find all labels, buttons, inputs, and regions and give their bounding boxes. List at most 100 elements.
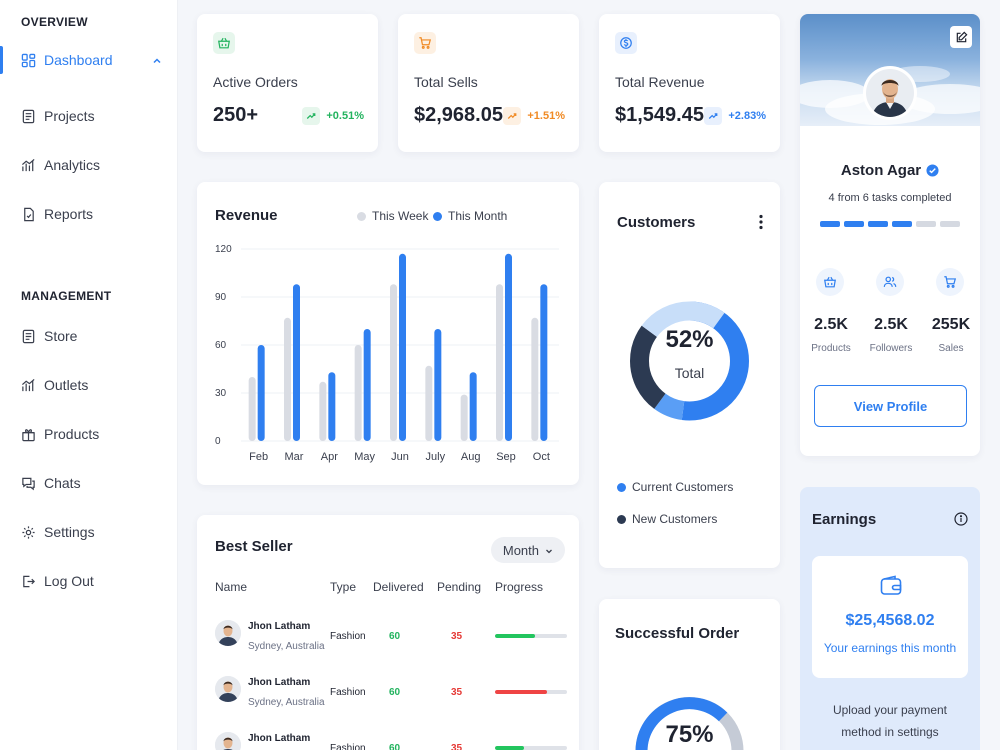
period-select[interactable]: Month	[490, 537, 565, 563]
x-tick-label: Feb	[249, 451, 268, 463]
y-tick-label: 60	[215, 340, 227, 351]
legend-dot	[357, 211, 366, 221]
sidebar-item-label: Chats	[44, 475, 81, 491]
stat-products-value: 2.5K	[814, 316, 848, 333]
bar-this-week[interactable]	[390, 284, 397, 441]
sidebar-item-reports[interactable]: Reports	[20, 201, 163, 227]
bar-this-week[interactable]	[354, 345, 362, 441]
payment-method-note: Upload your payment method in settings	[832, 703, 948, 739]
column-header-type: Type	[330, 580, 357, 594]
earnings-subtitle: Your earnings this month	[823, 641, 957, 655]
customers-title: Customers	[617, 214, 696, 231]
trend-value: +1.51%	[527, 110, 565, 122]
column-header-progress: Progress	[495, 580, 544, 594]
trend-up-icon	[302, 107, 321, 125]
stat-value: $2,968.05	[414, 104, 503, 126]
sidebar-item-logout[interactable]: Log Out	[20, 568, 163, 594]
donut-center-label: Total	[674, 365, 705, 381]
trend-up-icon	[503, 107, 522, 125]
best-seller-title: Best Seller	[215, 538, 293, 555]
avatar	[215, 732, 241, 750]
bar-this-month[interactable]	[540, 284, 548, 441]
bar-this-month[interactable]	[328, 372, 336, 441]
y-tick-label: 30	[215, 388, 227, 399]
bar-this-week[interactable]	[319, 381, 327, 441]
bar-this-week[interactable]	[248, 377, 256, 441]
donut-segment-new[interactable]	[630, 301, 749, 421]
legend-current-customers: Current Customers	[617, 480, 733, 494]
bar-this-week[interactable]	[531, 317, 539, 441]
bar-this-month[interactable]	[505, 253, 512, 441]
bar-this-week[interactable]	[496, 284, 503, 441]
more-options-icon[interactable]	[758, 214, 764, 230]
sidebar-item-settings[interactable]: Settings	[20, 519, 163, 545]
bar-this-month[interactable]	[399, 253, 406, 441]
sidebar: OVERVIEW Dashboard Projects Analytics Re…	[0, 0, 178, 750]
revenue-title: Revenue	[215, 207, 278, 224]
seller-pending: 35	[451, 743, 463, 750]
seller-name: Jhon Latham	[248, 621, 311, 632]
x-tick-label: Sep	[496, 451, 516, 463]
stat-label: Total Revenue	[615, 74, 705, 90]
y-tick-label: 0	[215, 436, 221, 447]
seller-delivered: 60	[389, 631, 401, 642]
legend-label: New Customers	[632, 512, 718, 526]
trend-value: +0.51%	[326, 110, 364, 122]
bar-this-month[interactable]	[257, 345, 265, 441]
bar-this-month[interactable]	[363, 329, 371, 441]
seller-progress-fill	[495, 634, 535, 638]
view-profile-button[interactable]: View Profile	[814, 385, 967, 427]
edit-cover-icon[interactable]	[950, 26, 972, 48]
sidebar-item-chats[interactable]: Chats	[20, 470, 163, 496]
task-segment	[916, 221, 936, 227]
sidebar-item-dashboard[interactable]: Dashboard	[20, 47, 163, 73]
sidebar-item-outlets[interactable]: Outlets	[20, 372, 163, 398]
bar-this-week[interactable]	[460, 394, 468, 441]
successful-order-card: Successful Order 75%	[599, 599, 780, 750]
legend-dot	[617, 514, 626, 524]
seller-location: Sydney, Australia	[248, 697, 325, 708]
bar-this-month[interactable]	[469, 372, 477, 441]
sidebar-item-analytics[interactable]: Analytics	[20, 152, 163, 178]
legend-this-week[interactable]: This Week	[357, 209, 428, 223]
task-segment	[892, 221, 912, 227]
info-icon[interactable]	[954, 512, 968, 526]
x-tick-label: Mar	[285, 451, 304, 463]
verified-badge-icon	[926, 164, 939, 177]
gear-icon	[20, 524, 36, 540]
stat-trend: +2.83%	[704, 107, 766, 125]
donut-segment-light[interactable]	[630, 301, 749, 421]
best-seller-card: Best Seller Month Name Type Delivered Pe…	[197, 515, 579, 750]
earnings-title: Earnings	[812, 511, 877, 528]
successful-order-title: Successful Order	[615, 625, 740, 642]
bar-this-week[interactable]	[284, 317, 291, 441]
grid-icon	[20, 52, 36, 68]
stat-followers-label: Followers	[869, 343, 913, 354]
stat-sales-label: Sales	[938, 343, 964, 354]
bar-this-month[interactable]	[434, 329, 442, 441]
bar-this-week[interactable]	[425, 365, 433, 441]
stat-card-active-orders: Active Orders 250+ +0.51%	[197, 14, 378, 152]
sidebar-item-label: Projects	[44, 108, 95, 124]
chevron-up-icon[interactable]	[151, 54, 163, 66]
sidebar-item-label: Settings	[44, 524, 95, 540]
users-icon	[876, 268, 904, 296]
profile-name-row: Aston Agar	[800, 162, 980, 179]
analytics-icon	[20, 157, 36, 173]
bar-this-month[interactable]	[293, 284, 300, 441]
legend-this-month[interactable]: This Month	[433, 209, 507, 223]
earnings-summary: $25,4568.02 Your earnings this month	[812, 556, 968, 678]
sidebar-item-store[interactable]: Store	[20, 323, 163, 349]
tasks-completed: 4 from 6 tasks completed	[828, 192, 952, 204]
x-tick-label: May	[354, 451, 375, 463]
store-icon	[20, 328, 36, 344]
stat-trend: +0.51%	[302, 107, 364, 125]
sidebar-item-products[interactable]: Products	[20, 421, 163, 447]
legend-dot	[433, 211, 442, 221]
sidebar-item-projects[interactable]: Projects	[20, 103, 163, 129]
profile-card: Aston Agar 4 from 6 tasks completed 2.5K…	[800, 14, 980, 456]
seller-type: Fashion	[330, 631, 366, 642]
